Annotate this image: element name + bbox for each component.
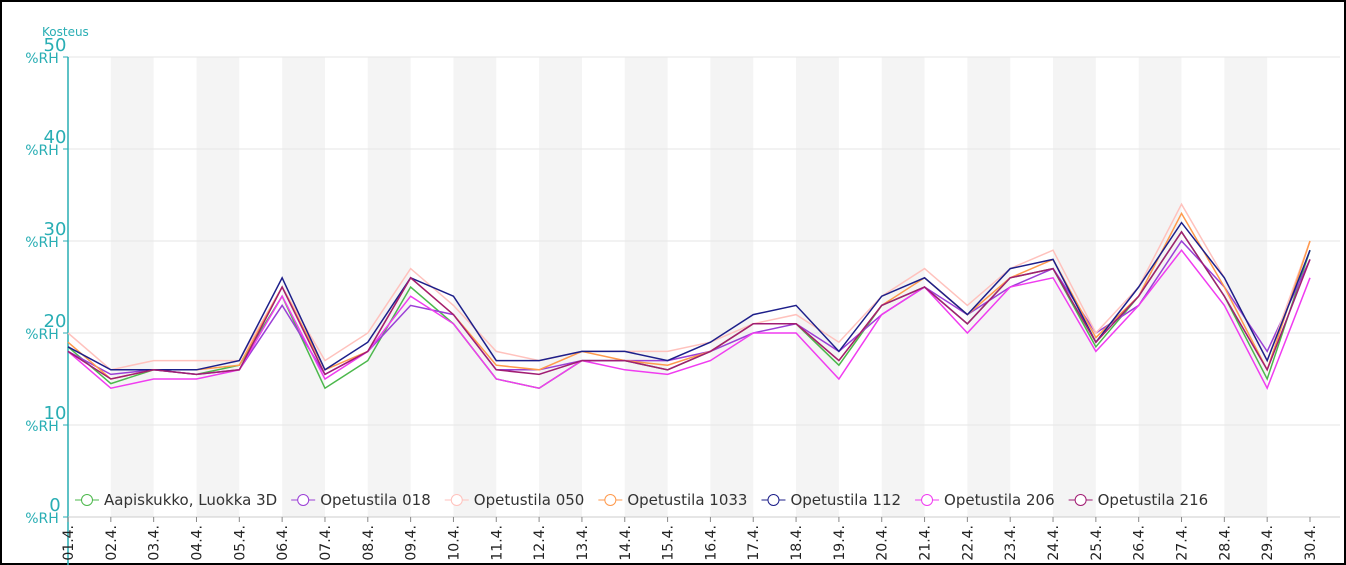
y-unit-label: %RH [25, 143, 59, 159]
day-band [539, 57, 582, 517]
y-unit-label: %RH [25, 327, 59, 343]
x-tick-label: 19.4. [832, 525, 848, 561]
x-tick-label: 27.4. [1175, 525, 1191, 561]
y-tick-label: 0 [49, 495, 60, 516]
x-tick-label: 20.4. [875, 525, 891, 561]
legend-label: Opetustila 206 [944, 491, 1055, 509]
legend-marker [297, 494, 310, 506]
x-tick-label: 11.4. [489, 525, 505, 561]
x-tick-label: 24.4. [1046, 525, 1062, 561]
x-tick-label: 02.4. [104, 525, 120, 561]
x-tick-label: 23.4. [1003, 525, 1019, 561]
y-tick-label: 30 [44, 219, 67, 240]
day-band [624, 57, 668, 517]
legend-marker [604, 494, 617, 506]
x-tick-label: 25.4. [1089, 525, 1105, 561]
x-tick-label: 29.4. [1260, 525, 1276, 561]
x-tick-label: 22.4. [960, 525, 976, 561]
x-tick-label: 16.4. [703, 525, 719, 561]
x-tick-label: 14.4. [618, 525, 634, 561]
x-tick-label: 13.4. [575, 525, 591, 561]
x-tick-label: 05.4. [232, 525, 248, 561]
x-tick-label: 08.4. [361, 525, 377, 561]
day-band [453, 57, 497, 517]
legend-marker [921, 494, 934, 506]
y-tick-label: 10 [44, 403, 67, 424]
x-tick-label: 18.4. [789, 525, 805, 561]
day-band [796, 57, 839, 517]
legend-marker [1074, 494, 1087, 506]
legend-label: Opetustila 050 [474, 491, 585, 509]
series-line [67, 248, 1311, 391]
y-tick-label: 40 [44, 127, 67, 148]
legend-label: Opetustila 112 [790, 491, 901, 509]
x-tick-label: 17.4. [746, 525, 762, 561]
series-line [67, 230, 1311, 380]
day-band [710, 57, 754, 517]
legend-label: Opetustila 1033 [627, 491, 747, 509]
x-tick-label: 01.4. [61, 525, 77, 561]
day-band [1053, 57, 1096, 517]
y-unit-label: %RH [25, 235, 59, 251]
day-band [367, 57, 411, 517]
x-tick-label: 10.4. [446, 525, 462, 561]
day-band [282, 57, 325, 517]
day-band [1224, 57, 1268, 517]
legend-marker [450, 494, 463, 506]
x-tick-label: 28.4. [1217, 525, 1233, 561]
x-tick-label: 04.4. [189, 525, 205, 561]
x-tick-label: 21.4. [918, 525, 934, 561]
day-band [1138, 57, 1182, 517]
x-tick-label: 07.4. [318, 525, 334, 561]
x-tick-label: 26.4. [1132, 525, 1148, 561]
y-tick-label: 50 [44, 35, 67, 56]
day-band [110, 57, 154, 517]
x-tick-label: 15.4. [661, 525, 677, 561]
series-line [67, 221, 1311, 371]
series-line [67, 239, 1311, 376]
legend-label: Opetustila 018 [320, 491, 431, 509]
legend-marker [81, 494, 93, 506]
y-unit-label: %RH [25, 419, 59, 435]
y-axis-title: Kosteus [42, 25, 89, 39]
y-unit-label: %RH [25, 511, 59, 527]
x-tick-label: 12.4. [532, 525, 548, 561]
legend-marker [767, 494, 780, 506]
day-band [196, 57, 240, 517]
x-tick-label: 09.4. [404, 525, 420, 561]
x-tick-label: 30.4. [1303, 525, 1319, 561]
legend-label: Aapiskukko, Luokka 3D [104, 491, 277, 509]
x-tick-label: 03.4. [147, 525, 163, 561]
y-unit-label: %RH [25, 51, 59, 67]
x-tick-label: 06.4. [275, 525, 291, 561]
legend-label: Opetustila 216 [1098, 491, 1209, 509]
y-tick-label: 20 [44, 311, 67, 332]
